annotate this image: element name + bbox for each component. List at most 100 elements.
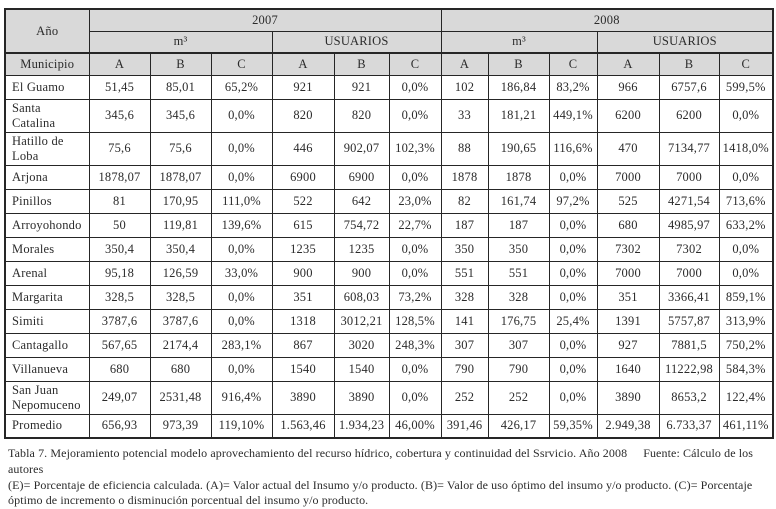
col-b-header: B [333, 52, 390, 76]
year-corner-label: Año [4, 8, 90, 54]
value-cell: 7000 [658, 260, 720, 286]
value-cell: 820 [333, 98, 390, 133]
value-cell: 1878 [487, 164, 550, 190]
value-cell: 350,4 [88, 236, 151, 262]
unit-m3-2007-header: m³ [88, 30, 273, 54]
value-cell: 567,65 [88, 332, 151, 358]
value-cell: 0,0% [388, 356, 442, 382]
value-cell: 81 [88, 188, 151, 214]
value-cell: 0,0% [388, 164, 442, 190]
value-cell: 0,0% [718, 236, 774, 262]
value-cell: 449,1% [548, 98, 598, 133]
unit-usuarios-2008-header: USUARIOS [596, 30, 774, 54]
value-cell: 656,93 [88, 413, 151, 439]
value-cell: 680 [88, 356, 151, 382]
value-cell: 111,0% [210, 188, 273, 214]
value-cell: 0,0% [548, 356, 598, 382]
value-cell: 33 [440, 98, 489, 133]
value-cell: 0,0% [210, 164, 273, 190]
value-cell: 88 [440, 131, 489, 166]
value-cell: 7000 [658, 164, 720, 190]
value-cell: 0,0% [548, 260, 598, 286]
value-cell: 176,75 [487, 308, 550, 334]
year-2008-header: 2008 [440, 8, 774, 32]
value-cell: 1878,07 [88, 164, 151, 190]
value-cell: 0,0% [548, 212, 598, 238]
table-row: Simiti 3787,6 3787,6 0,0% 1318 3012,21 128,5% 1… [4, 308, 774, 334]
value-cell: 790 [440, 356, 489, 382]
value-cell: 82 [440, 188, 489, 214]
value-cell: 633,2% [718, 212, 774, 238]
value-cell: 186,84 [487, 74, 550, 100]
unit-header-row: m³ USUARIOS m³ USUARIOS [5, 30, 774, 54]
value-cell: 50 [88, 212, 151, 238]
table-row: Arenal 95,18 126,59 33,0% 900 900 0,0% 551 551 0,… [4, 260, 774, 286]
municipio-cell: Pinillos [4, 188, 90, 214]
value-cell: 102,3% [388, 131, 442, 166]
value-cell: 187 [440, 212, 489, 238]
value-cell: 522 [271, 188, 335, 214]
table-row: Santa Catalina 345,6 345,6 0,0% 820 820 0,0% 33… [4, 98, 774, 133]
value-cell: 5757,87 [658, 308, 720, 334]
value-cell: 900 [333, 260, 390, 286]
table-row: Cantagallo 567,65 2174,4 283,1% 867 3020 248,3… [4, 332, 774, 358]
value-cell: 3890 [333, 380, 390, 415]
value-cell: 0,0% [718, 260, 774, 286]
col-a-header: A [440, 52, 489, 76]
caption-source: Fuente: Cálculo de los autores [8, 446, 754, 476]
value-cell: 249,07 [88, 380, 151, 415]
col-c-header: C [548, 52, 598, 76]
value-cell: 11222,98 [658, 356, 720, 382]
value-cell: 161,74 [487, 188, 550, 214]
value-cell: 0,0% [388, 236, 442, 262]
value-cell: 4271,54 [658, 188, 720, 214]
value-cell: 126,59 [149, 260, 212, 286]
value-cell: 1.563,46 [271, 413, 335, 439]
value-cell: 2.949,38 [596, 413, 660, 439]
value-cell: 0,0% [548, 236, 598, 262]
value-cell: 252 [440, 380, 489, 415]
value-cell: 83,2% [548, 74, 598, 100]
value-cell: 345,6 [88, 98, 151, 133]
value-cell: 820 [271, 98, 335, 133]
value-cell: 46,00% [388, 413, 442, 439]
value-cell: 680 [596, 212, 660, 238]
value-cell: 900 [271, 260, 335, 286]
table-row: Arjona 1878,07 1878,07 0,0% 6900 6900 0,0% 1878… [4, 164, 774, 190]
value-cell: 391,46 [440, 413, 489, 439]
value-cell: 0,0% [388, 74, 442, 100]
value-cell: 345,6 [149, 98, 212, 133]
value-cell: 119,10% [210, 413, 273, 439]
table-body: El Guamo 51,45 85,01 65,2% 921 921 0,0% 102 186,… [4, 74, 774, 439]
municipio-cell: Hatillo de Loba [4, 131, 90, 166]
year-header-row: Año 2007 2008 [4, 8, 774, 54]
value-cell: 680 [149, 356, 212, 382]
value-cell: 446 [271, 131, 335, 166]
value-cell: 0,0% [210, 356, 273, 382]
value-cell: 470 [596, 131, 660, 166]
value-cell: 0,0% [210, 308, 273, 334]
tabla-7-mejoramiento-potencial: Año 2007 2008 m³ USUARIOS m³ USUARIOS Mu… [4, 8, 775, 439]
value-cell: 351 [271, 284, 335, 310]
municipio-cell: Morales [4, 236, 90, 262]
value-cell: 122,4% [718, 380, 774, 415]
col-c-header: C [388, 52, 442, 76]
value-cell: 867 [271, 332, 335, 358]
value-cell: 3890 [596, 380, 660, 415]
value-cell: 350 [487, 236, 550, 262]
municipio-header: Municipio [4, 52, 90, 76]
municipio-cell: Promedio [4, 413, 90, 439]
value-cell: 283,1% [210, 332, 273, 358]
value-cell: 0,0% [718, 98, 774, 133]
abc-header-row: Municipio A B C A B C A B C A B C [4, 52, 774, 76]
value-cell: 350,4 [149, 236, 212, 262]
value-cell: 790 [487, 356, 550, 382]
value-cell: 248,3% [388, 332, 442, 358]
municipio-cell: Arroyohondo [4, 212, 90, 238]
value-cell: 966 [596, 74, 660, 100]
table-row: San Juan Nepomuceno 249,07 2531,48 916,4% 38… [4, 380, 774, 415]
value-cell: 6900 [271, 164, 335, 190]
value-cell: 252 [487, 380, 550, 415]
value-cell: 642 [333, 188, 390, 214]
